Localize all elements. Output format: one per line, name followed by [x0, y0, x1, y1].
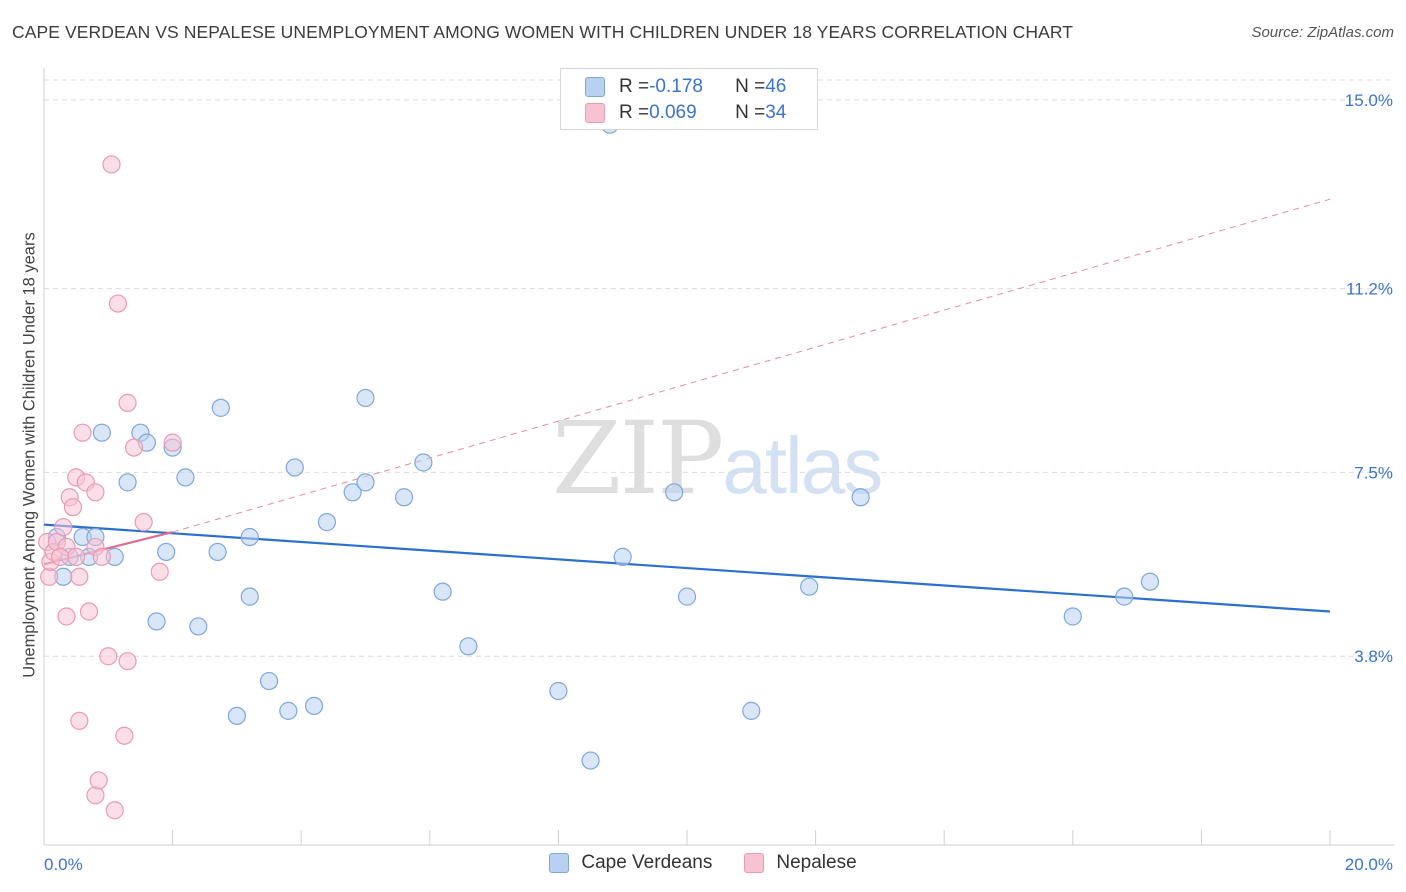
- nepalese-point: [70, 567, 89, 586]
- cape-verdean-point: [581, 751, 600, 770]
- source-credit: Source: ZipAtlas.com: [1251, 24, 1394, 41]
- cape-verdean-point: [147, 612, 166, 631]
- y-tick-label: 3.8%: [1354, 647, 1393, 666]
- watermark: ZIPatlas: [552, 400, 883, 517]
- legend-row-nepalese: R = 0.069 N = 34: [585, 101, 786, 125]
- cape-verdean-point: [742, 701, 761, 720]
- cape-verdean-point: [414, 453, 433, 472]
- nepalese-point: [50, 547, 70, 566]
- nepalese-point: [92, 547, 111, 566]
- cape-verdean-point: [279, 701, 298, 720]
- nepalese-point: [115, 726, 134, 745]
- legend-item-nepalese[interactable]: Nepalese: [744, 852, 857, 874]
- tick-labels: 3.8% 7.5% 11.2% 15.0% 0.0% 20.0%: [44, 91, 1393, 874]
- legend-label: Cape Verdeans: [581, 852, 713, 873]
- nepalese-point: [86, 786, 105, 805]
- legend-swatch-pink: [585, 103, 605, 123]
- nepalese-point: [150, 562, 169, 581]
- nepalese-trend-extension: [172, 198, 1331, 533]
- cape-verdean-point: [240, 587, 259, 606]
- nepalese-point: [118, 393, 137, 412]
- data-points: [38, 115, 1160, 820]
- cape-verdean-point: [208, 542, 227, 562]
- cape-verdean-point: [317, 513, 337, 532]
- cape-verdean-point: [1140, 572, 1160, 591]
- legend-swatch-blue: [549, 853, 570, 873]
- cape-verdean-point: [227, 706, 246, 725]
- cape-verdean-point: [343, 483, 362, 502]
- legend-r-value: 0.069: [649, 102, 697, 123]
- nepalese-point: [99, 647, 118, 666]
- legend-n-label: N =: [735, 102, 766, 123]
- nepalese-point: [108, 294, 128, 313]
- cape-verdean-point: [1115, 587, 1134, 606]
- legend-swatch-pink: [744, 853, 765, 873]
- legend-label: Nepalese: [776, 852, 857, 873]
- cape-verdean-point: [613, 547, 632, 566]
- cape-verdean-point: [1063, 607, 1082, 626]
- series-legend: Cape Verdeans Nepalese: [0, 852, 1406, 874]
- x-tick-label-max: 20.0%: [1345, 855, 1393, 874]
- cape-verdean-point: [118, 473, 137, 492]
- nepalese-point: [86, 483, 105, 502]
- y-tick-label: 11.2%: [1346, 280, 1393, 299]
- cape-verdean-point: [304, 696, 324, 716]
- x-tick-label-min: 0.0%: [44, 855, 83, 874]
- nepalese-point: [54, 517, 73, 537]
- legend-row-cape-verdeans: R = -0.178 N = 46: [585, 75, 786, 99]
- nepalese-point: [105, 801, 124, 820]
- nepalese-point: [63, 498, 83, 517]
- legend-item-cape-verdeans[interactable]: Cape Verdeans: [549, 852, 712, 874]
- legend-r-label: R =: [619, 76, 650, 97]
- legend-r-label: R =: [619, 102, 650, 123]
- axes: [43, 68, 1394, 846]
- watermark-zip: ZIP: [552, 400, 724, 517]
- nepalese-point: [118, 652, 137, 671]
- cape-verdean-point: [211, 398, 230, 417]
- nepalese-point: [124, 438, 144, 457]
- cape-verdean-point: [394, 488, 414, 507]
- nepalese-point: [163, 433, 182, 452]
- nepalese-point: [134, 513, 153, 532]
- legend-r-value: -0.178: [649, 76, 703, 97]
- cape-verdean-point: [285, 458, 304, 477]
- legend-n-value: 34: [765, 102, 787, 123]
- cape-verdean-point: [189, 617, 208, 636]
- cape-verdean-point: [259, 671, 279, 691]
- legend-n-value: 46: [765, 76, 787, 97]
- nepalese-point: [79, 602, 99, 621]
- cape-verdean-point: [677, 587, 697, 606]
- trend-lines: [43, 198, 1331, 613]
- cape-verdean-point: [459, 637, 478, 656]
- cape-verdean-point: [549, 681, 568, 701]
- nepalese-point: [57, 607, 76, 626]
- cape-verdean-point: [665, 483, 684, 502]
- y-tick-label: 15.0%: [1345, 91, 1393, 110]
- nepalese-point: [73, 423, 92, 442]
- y-tick-label: 7.5%: [1354, 463, 1393, 482]
- cape-verdean-point: [356, 388, 375, 408]
- cape-verdean-point: [356, 473, 375, 492]
- legend-swatch-blue: [585, 77, 605, 97]
- cape-verdean-point: [851, 488, 870, 507]
- chart-title: CAPE VERDEAN VS NEPALESE UNEMPLOYMENT AM…: [12, 22, 1074, 42]
- cape-verdean-point: [176, 468, 195, 487]
- cape-verdean-point: [92, 423, 111, 442]
- nepalese-point: [67, 547, 86, 566]
- nepalese-point: [102, 155, 121, 174]
- cape-verdean-point: [433, 582, 452, 601]
- nepalese-point: [89, 771, 108, 790]
- cape-verdean-point: [800, 577, 819, 596]
- cape-verdean-point: [240, 527, 259, 547]
- cape-verdean-point: [157, 542, 176, 562]
- nepalese-point: [70, 711, 89, 730]
- correlation-legend: R = -0.178 N = 46 R = 0.069 N = 34: [560, 68, 818, 130]
- legend-n-label: N =: [735, 76, 766, 97]
